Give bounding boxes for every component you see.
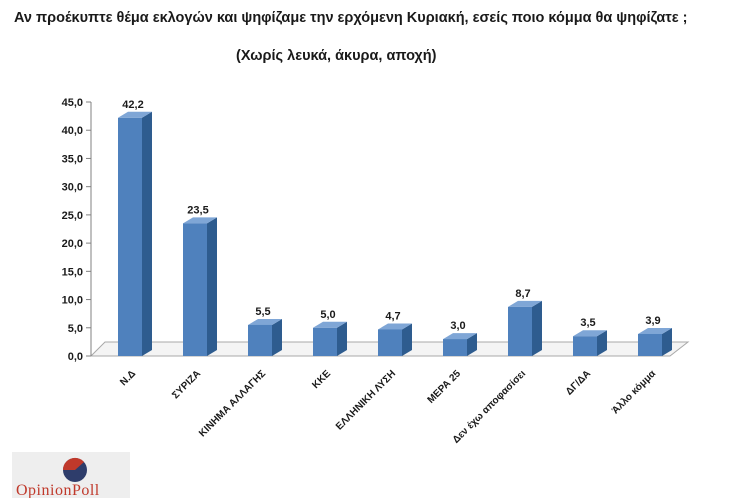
y-tick-label: 40,0 [62,125,83,137]
y-tick-label: 0,0 [68,351,83,363]
bar [443,339,467,356]
x-tick-label: ΣΥΡΙΖΑ [170,368,203,401]
bar-side [532,300,542,356]
x-tick-label: ΚΚΕ [310,368,333,391]
bar-side [402,323,412,356]
bar [508,306,532,356]
opinionpoll-logo: OpinionPoll [12,452,130,498]
bar-chart: 0,0 5,0 10,0 15,0 20,0 25,0 30,0 35,0 40,0 45,0 42… [62,97,690,446]
bar [248,324,272,356]
x-tick-label: Δεν έχω αποφασίσει [451,368,529,446]
bar-top [183,217,217,224]
x-tick-label: Άλλο κόμμα [610,368,659,417]
bar [183,223,207,356]
y-tick-label: 15,0 [62,266,83,278]
bar-top [118,111,152,118]
bar [573,336,597,356]
y-tick-label: 45,0 [62,97,83,109]
bar-top [638,327,672,334]
bar-side [142,111,152,356]
data-label: 5,0 [320,309,335,321]
data-label: 3,5 [580,317,595,329]
bar-side [662,327,672,356]
chart-subtitle: (Χωρίς λευκά, άκυρα, αποχή) [236,48,437,64]
x-tick-label: Ν.Δ [118,368,138,388]
data-label: 3,9 [645,315,660,327]
bar-side [207,217,217,356]
x-tick-label: ΜΕΡΑ 25 [426,368,464,406]
data-label: 4,7 [385,310,400,322]
bar [118,117,142,356]
y-tick-label: 5,0 [68,323,83,335]
x-tick-label: ΚΙΝΗΜΑ ΑΛΛΑΓΗΣ [197,368,268,439]
data-label: 5,5 [255,306,270,318]
bar-top [378,323,412,330]
data-label: 42,2 [122,99,143,111]
x-tick-label: ΔΓ/ΔΑ [564,368,593,397]
data-label: 8,7 [515,288,530,300]
bar-side [272,318,282,356]
bar-side [597,330,607,356]
bar-top [573,330,607,337]
bar-top [313,321,347,328]
y-tick-label: 35,0 [62,153,83,165]
bar-top [248,318,282,325]
y-tick-label: 30,0 [62,182,83,194]
logo-text: OpinionPoll [16,482,100,498]
y-tick-label: 10,0 [62,295,83,307]
bar [378,329,402,356]
y-tick-label: 20,0 [62,238,83,250]
chart-title: Αν προέκυπτε θέμα εκλογών και ψηφίζαμε τ… [14,10,688,26]
data-label: 23,5 [187,204,208,216]
bar-top [508,300,542,307]
bar [638,333,662,356]
logo-circle-icon [62,457,87,482]
data-label: 3,0 [450,320,465,332]
bar-top [443,333,477,340]
bar-side [467,333,477,356]
bar-side [337,321,347,356]
y-tick-label: 25,0 [62,210,83,222]
bar [313,327,337,356]
x-tick-label: ΕΛΛΗΝΙΚΗ ΛΥΣΗ [334,368,398,432]
